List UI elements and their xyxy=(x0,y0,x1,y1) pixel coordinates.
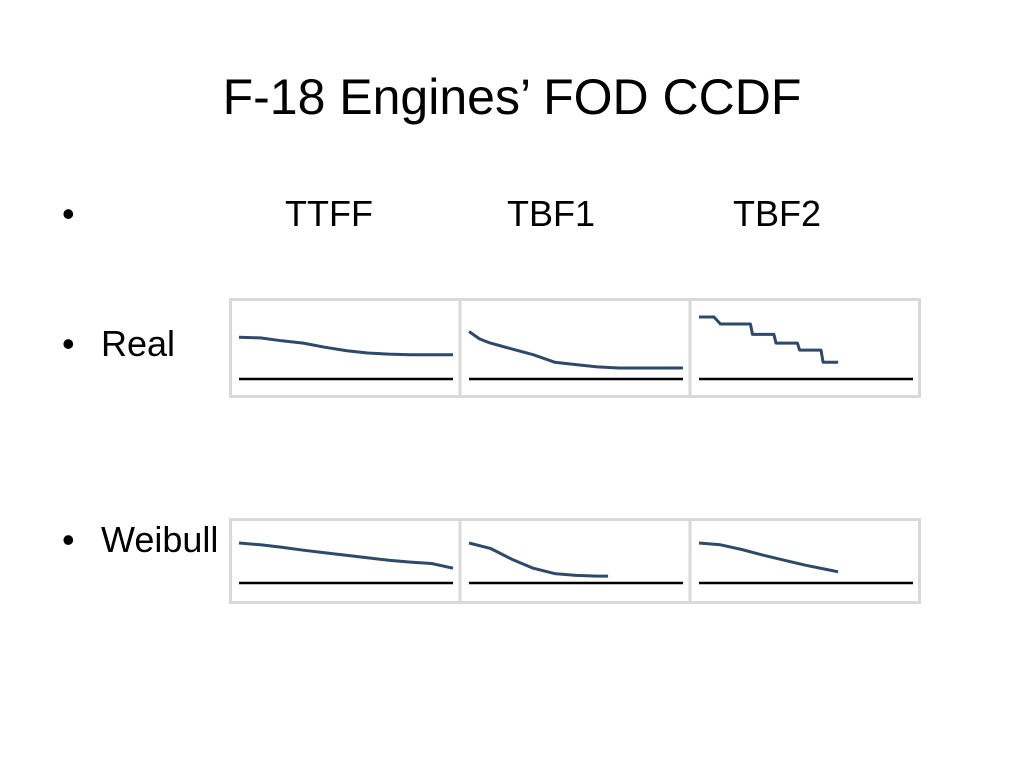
column-header-tbf1: TBF1 xyxy=(506,193,595,234)
column-header-tbf2: TBF2 xyxy=(732,193,821,234)
sparkline-series-weibull-tbf2 xyxy=(698,541,839,574)
sparkline-frame-weibull xyxy=(229,518,921,604)
header-bullet: • xyxy=(62,193,75,234)
sparkline-series-weibull-ttff xyxy=(238,541,454,570)
sparkline-frame-real xyxy=(229,298,921,398)
sparkline-series-real-ttff xyxy=(238,335,453,357)
column-header-ttff: TTFF xyxy=(285,193,373,234)
sparkline-row-real xyxy=(229,298,921,398)
sparkline-series-real-tbf2 xyxy=(699,315,839,364)
sparkline-row-weibull xyxy=(229,518,921,618)
row-label-real: Real xyxy=(101,323,176,364)
row-label-weibull: Weibull xyxy=(101,519,219,560)
sparkline-svg-real xyxy=(229,298,921,398)
sparkline-series-real-tbf1 xyxy=(468,330,683,370)
row-bullet-real: • xyxy=(62,323,75,364)
slide-title: F-18 Engines’ FOD CCDF xyxy=(222,69,802,125)
sparkline-svg-weibull xyxy=(229,518,921,604)
row-bullet-weibull: • xyxy=(62,519,75,560)
sparkline-series-weibull-tbf1 xyxy=(468,541,609,578)
